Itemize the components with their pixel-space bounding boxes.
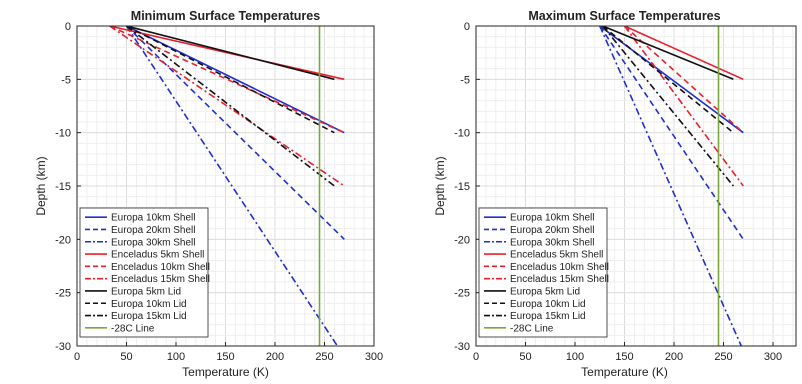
- x-tick-label: 100: [167, 351, 185, 363]
- series-line-6: [623, 26, 744, 187]
- y-axis-label: Depth (km): [34, 156, 48, 215]
- y-tick-label: -15: [454, 181, 470, 193]
- x-tick-label: 50: [120, 351, 132, 363]
- legend-label: Europa 20km Shell: [510, 225, 595, 236]
- y-tick-label: -30: [454, 341, 470, 353]
- legend-label: Europa 15km Lid: [111, 311, 187, 322]
- y-tick-label: -30: [55, 341, 71, 353]
- legend-label: Europa 20km Shell: [111, 225, 196, 236]
- legend-label: Enceladus 10km Shell: [510, 262, 609, 273]
- legend-label: Europa 10km Shell: [510, 213, 595, 224]
- legend-label: Enceladus 15km Shell: [510, 274, 609, 285]
- series-line-9: [126, 26, 335, 187]
- x-tick-label: 150: [615, 351, 633, 363]
- x-tick-label: 0: [473, 351, 479, 363]
- y-tick-label: -5: [460, 74, 470, 86]
- legend-label: Europa 30km Shell: [510, 237, 595, 248]
- grid: [476, 26, 796, 346]
- series-line-9: [602, 26, 735, 187]
- series-group: [109, 26, 345, 346]
- series-line-5: [109, 26, 345, 134]
- series-line-8: [126, 26, 335, 134]
- legend-label: Europa 10km Shell: [111, 213, 196, 224]
- legend-label: Europa 5km Lid: [510, 286, 580, 297]
- series-line-2: [599, 26, 744, 240]
- legend-label: Europa 15km Lid: [510, 311, 586, 322]
- legend-label: Enceladus 15km Shell: [111, 274, 210, 285]
- y-tick-label: -25: [55, 288, 71, 300]
- series-line-7: [126, 26, 335, 81]
- y-tick-label: -5: [61, 74, 71, 86]
- legend-label: Europa 10km Lid: [111, 299, 187, 310]
- y-axis-label: Depth (km): [433, 156, 447, 215]
- y-tick-label: -20: [454, 234, 470, 246]
- y-tick-label: 0: [464, 21, 470, 33]
- y-tick-label: -20: [55, 234, 71, 246]
- series-line-4: [624, 26, 744, 81]
- series-line-7: [602, 26, 734, 81]
- series-line-8: [602, 26, 734, 134]
- legend-label: Enceladus 5km Shell: [111, 250, 204, 261]
- y-tick-label: -15: [55, 181, 71, 193]
- x-tick-label: 300: [764, 351, 782, 363]
- series-line-1: [599, 26, 744, 134]
- chart-title: Maximum Surface Temperatures: [528, 9, 720, 23]
- x-axis-label: Temperature (K): [581, 365, 668, 379]
- y-tick-label: -10: [454, 128, 470, 140]
- x-tick-label: 150: [216, 351, 234, 363]
- y-tick-label: 0: [65, 21, 71, 33]
- x-tick-label: 50: [519, 351, 531, 363]
- legend-label: -28C Line: [111, 323, 155, 334]
- series-line-5: [623, 26, 744, 134]
- legend-label: -28C Line: [510, 323, 554, 334]
- chart-panel-1: 0 50 100 150 200 250 300 0 -5 -10 -15 -20 -25 -30 Mini…: [34, 9, 383, 379]
- x-tick-label: 300: [365, 351, 383, 363]
- chart-title: Minimum Surface Temperatures: [131, 9, 320, 23]
- legend-label: Europa 30km Shell: [111, 237, 196, 248]
- legend-label: Europa 10km Lid: [510, 299, 586, 310]
- x-tick-label: 250: [714, 351, 732, 363]
- series-group: [599, 26, 744, 346]
- x-axis-label: Temperature (K): [182, 365, 269, 379]
- x-tick-label: 100: [566, 351, 584, 363]
- series-line-4: [109, 26, 345, 81]
- y-tick-label: -10: [55, 128, 71, 140]
- chart-panel-2: 0 50 100 150 200 250 300 0 -5 -10 -15 -20 -25 -30 Maxi…: [433, 9, 797, 379]
- legend-label: Europa 5km Lid: [111, 286, 181, 297]
- series-line-6: [109, 26, 345, 187]
- x-tick-label: 0: [74, 351, 80, 363]
- x-tick-label: 200: [266, 351, 284, 363]
- x-tick-label: 250: [315, 351, 333, 363]
- legend-label: Enceladus 5km Shell: [510, 250, 603, 261]
- y-tick-label: -25: [454, 288, 470, 300]
- series-line-3: [125, 26, 339, 346]
- legend-label: Enceladus 10km Shell: [111, 262, 210, 273]
- x-tick-label: 200: [665, 351, 683, 363]
